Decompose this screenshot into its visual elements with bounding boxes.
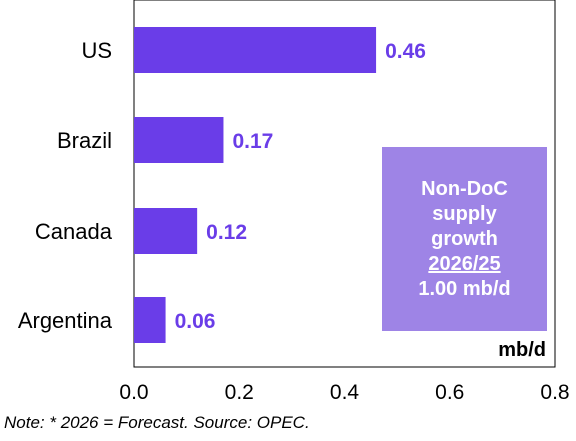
value-label-argentina: 0.06: [175, 310, 216, 333]
bars-layer: [134, 27, 377, 343]
unit-label: mb/d: [498, 339, 546, 361]
x-tick-label: 0.2: [225, 381, 254, 404]
bar-canada: [134, 208, 198, 254]
callout-line-5: 1.00 mb/d: [418, 277, 511, 300]
x-axis-ticks: 0.0 0.2 0.4 0.6 0.8: [119, 381, 569, 404]
x-tick-label: 0.8: [540, 381, 569, 404]
callout-line-2: supply: [432, 202, 497, 225]
value-label-brazil: 0.17: [232, 130, 273, 153]
source-note: Note: * 2026 = Forecast. Source: OPEC.: [4, 413, 310, 432]
callout-line-1: Non-DoC: [421, 177, 508, 200]
category-label-brazil: Brazil: [57, 128, 112, 153]
value-label-us: 0.46: [385, 40, 426, 63]
value-labels: 0.46 0.17 0.12 0.06: [175, 40, 426, 333]
category-labels: US Brazil Canada Argentina: [18, 38, 113, 333]
callout-line-4: 2026/25: [428, 252, 501, 275]
bar-us: [134, 27, 377, 73]
supply-growth-callout: Non-DoC supply growth 2026/25 1.00 mb/d: [382, 147, 547, 331]
x-tick-label: 0.0: [119, 381, 148, 404]
value-label-canada: 0.12: [206, 221, 247, 244]
category-label-argentina: Argentina: [18, 308, 113, 333]
bar-brazil: [134, 117, 224, 163]
bar-argentina: [134, 297, 166, 343]
plot-area-frame: [133, 0, 556, 368]
category-label-us: US: [81, 38, 112, 63]
category-label-canada: Canada: [35, 219, 113, 244]
x-tick-label: 0.6: [435, 381, 464, 404]
callout-line-3: growth: [431, 227, 498, 250]
x-tick-label: 0.4: [330, 381, 360, 404]
